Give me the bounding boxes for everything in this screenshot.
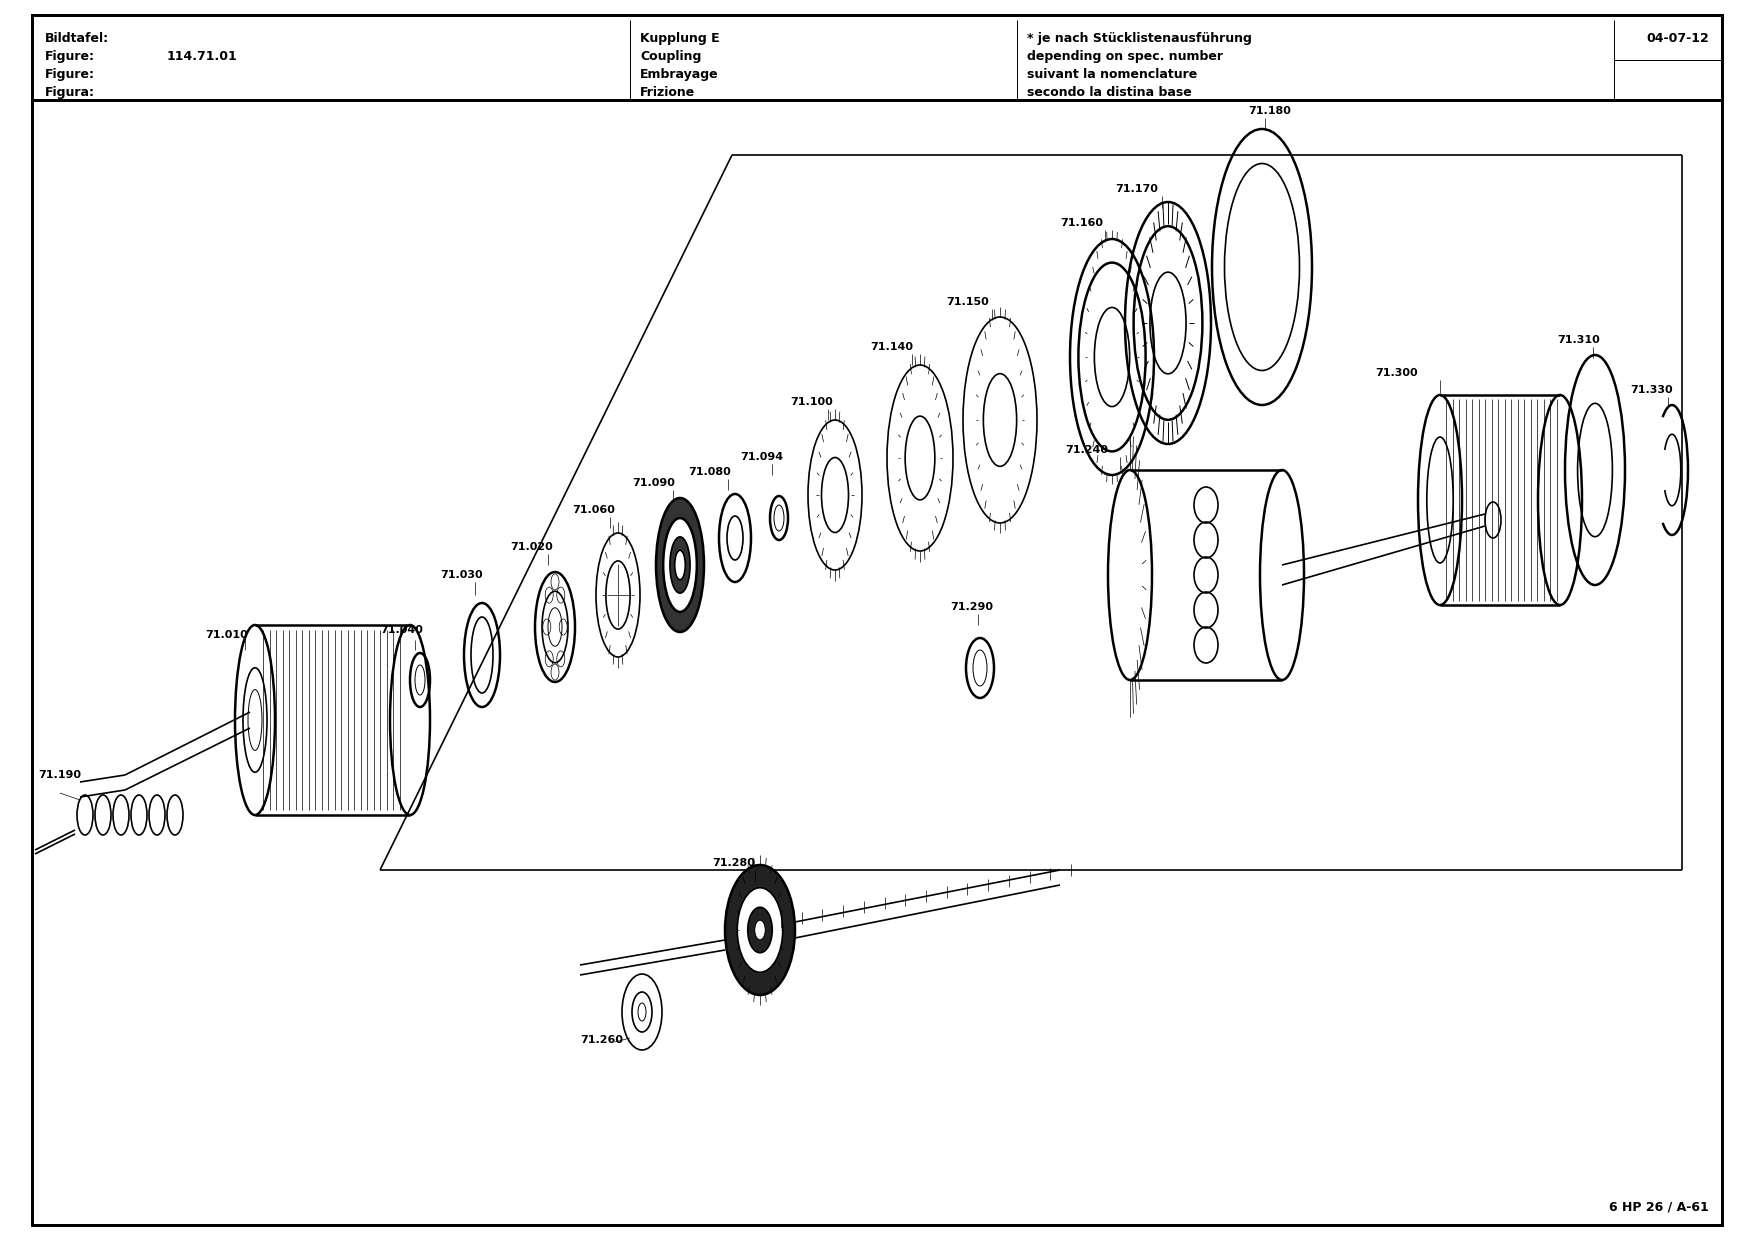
- Text: 71.300: 71.300: [1375, 368, 1417, 378]
- Ellipse shape: [675, 551, 686, 580]
- Text: suivant la nomenclature: suivant la nomenclature: [1028, 68, 1198, 81]
- Text: 71.094: 71.094: [740, 453, 782, 463]
- Text: 71.240: 71.240: [1065, 445, 1109, 455]
- Text: 71.030: 71.030: [440, 570, 482, 580]
- Text: 71.090: 71.090: [631, 477, 675, 489]
- Text: 71.140: 71.140: [870, 342, 914, 352]
- Text: 114.71.01: 114.71.01: [167, 50, 239, 63]
- Text: 71.150: 71.150: [945, 298, 989, 308]
- Ellipse shape: [670, 537, 689, 593]
- Text: Frizione: Frizione: [640, 86, 695, 99]
- Text: secondo la distina base: secondo la distina base: [1028, 86, 1191, 99]
- Text: * je nach Stücklistenausführung: * je nach Stücklistenausführung: [1028, 32, 1252, 45]
- Text: Figure:: Figure:: [46, 68, 95, 81]
- Text: Bildtafel:: Bildtafel:: [46, 32, 109, 45]
- Ellipse shape: [724, 866, 795, 994]
- Text: Figura:: Figura:: [46, 86, 95, 99]
- Text: 71.080: 71.080: [688, 467, 731, 477]
- Ellipse shape: [663, 518, 696, 611]
- Text: Kupplung E: Kupplung E: [640, 32, 719, 45]
- Text: 71.010: 71.010: [205, 630, 247, 640]
- Text: 71.060: 71.060: [572, 505, 616, 515]
- Text: 6 HP 26 / A-61: 6 HP 26 / A-61: [1608, 1200, 1708, 1213]
- Text: Figure:: Figure:: [46, 50, 95, 63]
- Text: 71.260: 71.260: [581, 1035, 623, 1045]
- Text: 04-07-12: 04-07-12: [1647, 32, 1708, 45]
- Text: 71.190: 71.190: [39, 770, 81, 780]
- Text: Coupling: Coupling: [640, 50, 702, 63]
- Text: 71.280: 71.280: [712, 858, 754, 868]
- Ellipse shape: [754, 920, 765, 940]
- Text: 71.040: 71.040: [381, 625, 423, 635]
- Text: 71.160: 71.160: [1059, 218, 1103, 228]
- Text: 71.100: 71.100: [789, 397, 833, 407]
- Text: 71.020: 71.020: [510, 542, 553, 552]
- Text: 71.290: 71.290: [951, 601, 993, 613]
- Ellipse shape: [747, 908, 772, 952]
- Text: Embrayage: Embrayage: [640, 68, 719, 81]
- Text: 71.180: 71.180: [1249, 105, 1291, 117]
- Text: 71.170: 71.170: [1116, 184, 1158, 193]
- Text: 71.330: 71.330: [1629, 384, 1673, 396]
- Text: 71.310: 71.310: [1558, 335, 1600, 345]
- Text: depending on spec. number: depending on spec. number: [1028, 50, 1223, 63]
- Ellipse shape: [656, 498, 703, 632]
- Ellipse shape: [737, 888, 782, 972]
